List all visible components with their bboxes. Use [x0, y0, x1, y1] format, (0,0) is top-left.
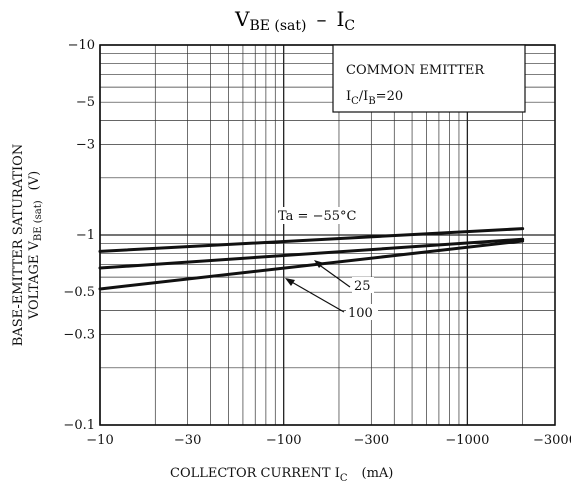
- y-tick-label: −0.1: [63, 418, 95, 433]
- x-tick-label: −3000: [533, 433, 571, 448]
- legend-line-2: IC/IB=20: [346, 89, 403, 107]
- plot-frame: [99, 44, 556, 426]
- series-label-25: 25: [354, 279, 371, 294]
- series-label-100: 100: [348, 306, 373, 321]
- y-axis-label: BASE-EMITTER SATURATION VOLTAGE VBE (sat…: [11, 144, 44, 346]
- y-axis-label-line1: BASE-EMITTER SATURATION: [11, 144, 26, 346]
- x-tick-labels: −10 −30 −100 −300 −1000 −3000: [86, 433, 571, 448]
- y-tick-label: −0.3: [63, 327, 95, 342]
- leader-100: [285, 278, 345, 313]
- x-tick-label: −30: [174, 433, 201, 448]
- legend-box: [332, 44, 526, 113]
- y-axis-label-line2: VOLTAGE VBE (sat)(V): [27, 171, 44, 320]
- series-line-1: [98, 237, 525, 270]
- series-label-minus55: Ta = −55°C: [278, 209, 357, 224]
- x-tick-label: −10: [86, 433, 113, 448]
- x-tick-label: −100: [266, 433, 302, 448]
- x-tick-label: −1000: [445, 433, 489, 448]
- leader-25: [314, 260, 351, 288]
- y-tick-label: −0.5: [63, 285, 95, 300]
- label-bg-25: [352, 277, 374, 293]
- chart-title: VBE (sat) – IC: [234, 7, 355, 34]
- y-tick-label: −5: [76, 95, 95, 110]
- series-line-0: [98, 227, 525, 253]
- x-axis-label: COLLECTOR CURRENT IC (mA): [170, 466, 393, 484]
- label-bg-100: [346, 304, 378, 320]
- legend-line-1: COMMON EMITTER: [346, 63, 485, 78]
- y-tick-label: −10: [68, 38, 95, 53]
- x-tick-label: −300: [353, 433, 389, 448]
- y-tick-labels: −0.1 −0.3 −0.5 −1 −3 −5 −10: [63, 38, 95, 433]
- y-tick-label: −1: [76, 228, 95, 243]
- label-bg-ta: [276, 207, 370, 224]
- series-line-2: [98, 239, 525, 291]
- curves: [98, 227, 525, 291]
- y-tick-label: −3: [76, 137, 95, 152]
